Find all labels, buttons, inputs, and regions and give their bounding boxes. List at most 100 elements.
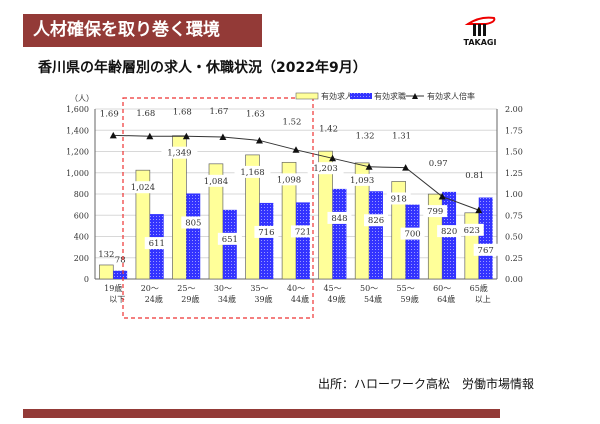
y2-tick-label: 0.00 [505, 275, 523, 284]
x-tick-label: 49歳 [327, 294, 345, 304]
highlight-box [122, 97, 314, 319]
bar-yuko-kyushoku [259, 202, 274, 279]
ratio-marker [365, 163, 373, 170]
x-tick-label: 50～ [360, 284, 378, 293]
bar-yuko-kyushoku [113, 270, 128, 279]
y2-tick-label: 1.75 [505, 126, 523, 135]
label-bg [423, 205, 448, 218]
y-tick-label: 0 [84, 275, 89, 284]
legend-label: 有効求人倍率 [427, 91, 475, 101]
ratio-label: 1.67 [209, 107, 228, 117]
bar-yuko-kyushoku [296, 202, 310, 279]
svg-text:TAKAGI: TAKAGI [464, 38, 497, 47]
y-tick-label: 400 [74, 233, 89, 242]
ratio-label: 1.63 [246, 109, 265, 119]
x-tick-label: 25～ [177, 284, 195, 293]
ratio-label: 1.32 [356, 132, 375, 142]
y2-tick-label: 1.50 [505, 148, 523, 157]
label-bg [364, 214, 389, 227]
ratio-label: 1.69 [100, 109, 119, 119]
ratio-marker [329, 154, 337, 162]
y2-tick-label: 0.25 [505, 254, 523, 263]
x-tick-label: 以下 [109, 295, 125, 304]
x-tick-label: 40～ [287, 284, 305, 293]
y-tick-label: 600 [74, 211, 89, 220]
x-tick-label: 59歳 [401, 294, 419, 304]
bar-yuko-kyushoku [332, 188, 347, 279]
label-bg [386, 192, 411, 205]
legend-swatch-kyushoku [350, 93, 372, 99]
bar-label-kyushoku: 716 [258, 228, 274, 238]
label-bg [344, 173, 381, 186]
bar-label-kyushoku: 826 [368, 216, 384, 226]
bar-label-kyujin: 1,093 [350, 176, 374, 186]
ratio-label: 0.81 [465, 171, 484, 181]
bar-label-kyushoku: 651 [222, 235, 238, 245]
chart-title: 香川県の年齢層別の求人・休職状況（2022年9月） [38, 60, 367, 76]
x-tick-label: 54歳 [364, 294, 382, 304]
ratio-marker [475, 206, 483, 214]
x-tick-label: 64歳 [437, 294, 455, 304]
bar-label-kyujin: 1,098 [277, 175, 301, 185]
x-tick-label: 55～ [397, 284, 415, 293]
ratio-marker [292, 146, 300, 153]
label-bg [400, 227, 425, 240]
y-axis-label: （人） [70, 94, 94, 103]
legend-label: 有効求人 [321, 91, 353, 101]
bar-label-kyushoku: 700 [404, 230, 420, 240]
y-tick-label: 1,200 [66, 148, 89, 157]
bar-label-kyushoku: 805 [185, 218, 201, 228]
ratio-marker [402, 164, 410, 171]
legend-marker-ratio [412, 93, 418, 99]
y-tick-label: 800 [74, 190, 89, 199]
bar-yuko-kyushoku [186, 193, 201, 279]
x-tick-label: 30～ [214, 284, 232, 293]
label-bg [161, 146, 198, 159]
label-bg [459, 223, 484, 236]
x-tick-label: 60～ [433, 284, 451, 293]
ratio-marker [219, 133, 227, 141]
label-bg [181, 216, 206, 229]
source-note: 出所：ハローワーク高松 労働市場情報 [318, 377, 535, 391]
x-tick-label: 39歳 [254, 294, 272, 304]
y-tick-label: 1,400 [66, 126, 89, 135]
y2-tick-label: 0.50 [505, 233, 523, 242]
label-bg [327, 211, 352, 224]
ratio-marker [182, 132, 190, 140]
bar-label-kyujin: 799 [427, 207, 443, 217]
label-bg [271, 173, 308, 186]
label-bg [254, 225, 279, 238]
x-tick-label: 44歳 [291, 294, 309, 304]
bar-label-kyujin: 1,349 [167, 149, 191, 159]
x-tick-label: 34歳 [218, 294, 236, 304]
label-bg [234, 165, 271, 178]
bar-label-kyujin: 132 [98, 250, 114, 260]
legend-label: 有効求職 [374, 91, 406, 101]
legend-swatch-kyujin [295, 92, 319, 100]
x-tick-label: 65歳 [470, 283, 488, 293]
bar-label-kyushoku: 848 [331, 214, 347, 224]
y-tick-label: 1,000 [66, 169, 89, 178]
bar-yuko-kyushoku [369, 191, 383, 279]
x-tick-label: 20～ [141, 284, 159, 293]
bar-label-kyujin: 1,084 [204, 177, 228, 187]
bar-label-kyujin: 623 [464, 226, 480, 236]
x-tick-label: 24歳 [145, 294, 163, 304]
ratio-marker [146, 132, 154, 140]
label-bg [197, 174, 234, 187]
y2-tick-label: 1.00 [505, 190, 523, 199]
label-bg [290, 225, 315, 238]
ratio-label: 1.31 [392, 131, 411, 141]
x-tick-label: 35～ [250, 284, 268, 293]
ratio-marker [438, 193, 446, 200]
ratio-label: 1.52 [283, 117, 302, 127]
bar-yuko-kyushoku [405, 204, 420, 279]
label-bg [217, 232, 242, 245]
bar-label-kyujin: 1,203 [313, 164, 337, 174]
bar-label-kyushoku: 820 [441, 227, 457, 237]
bar-label-kyushoku: 78 [115, 256, 126, 266]
label-bg [307, 162, 344, 175]
ratio-label: 1.68 [173, 108, 192, 118]
bar-label-kyushoku: 611 [149, 239, 165, 249]
bar-label-kyushoku: 721 [295, 227, 311, 237]
